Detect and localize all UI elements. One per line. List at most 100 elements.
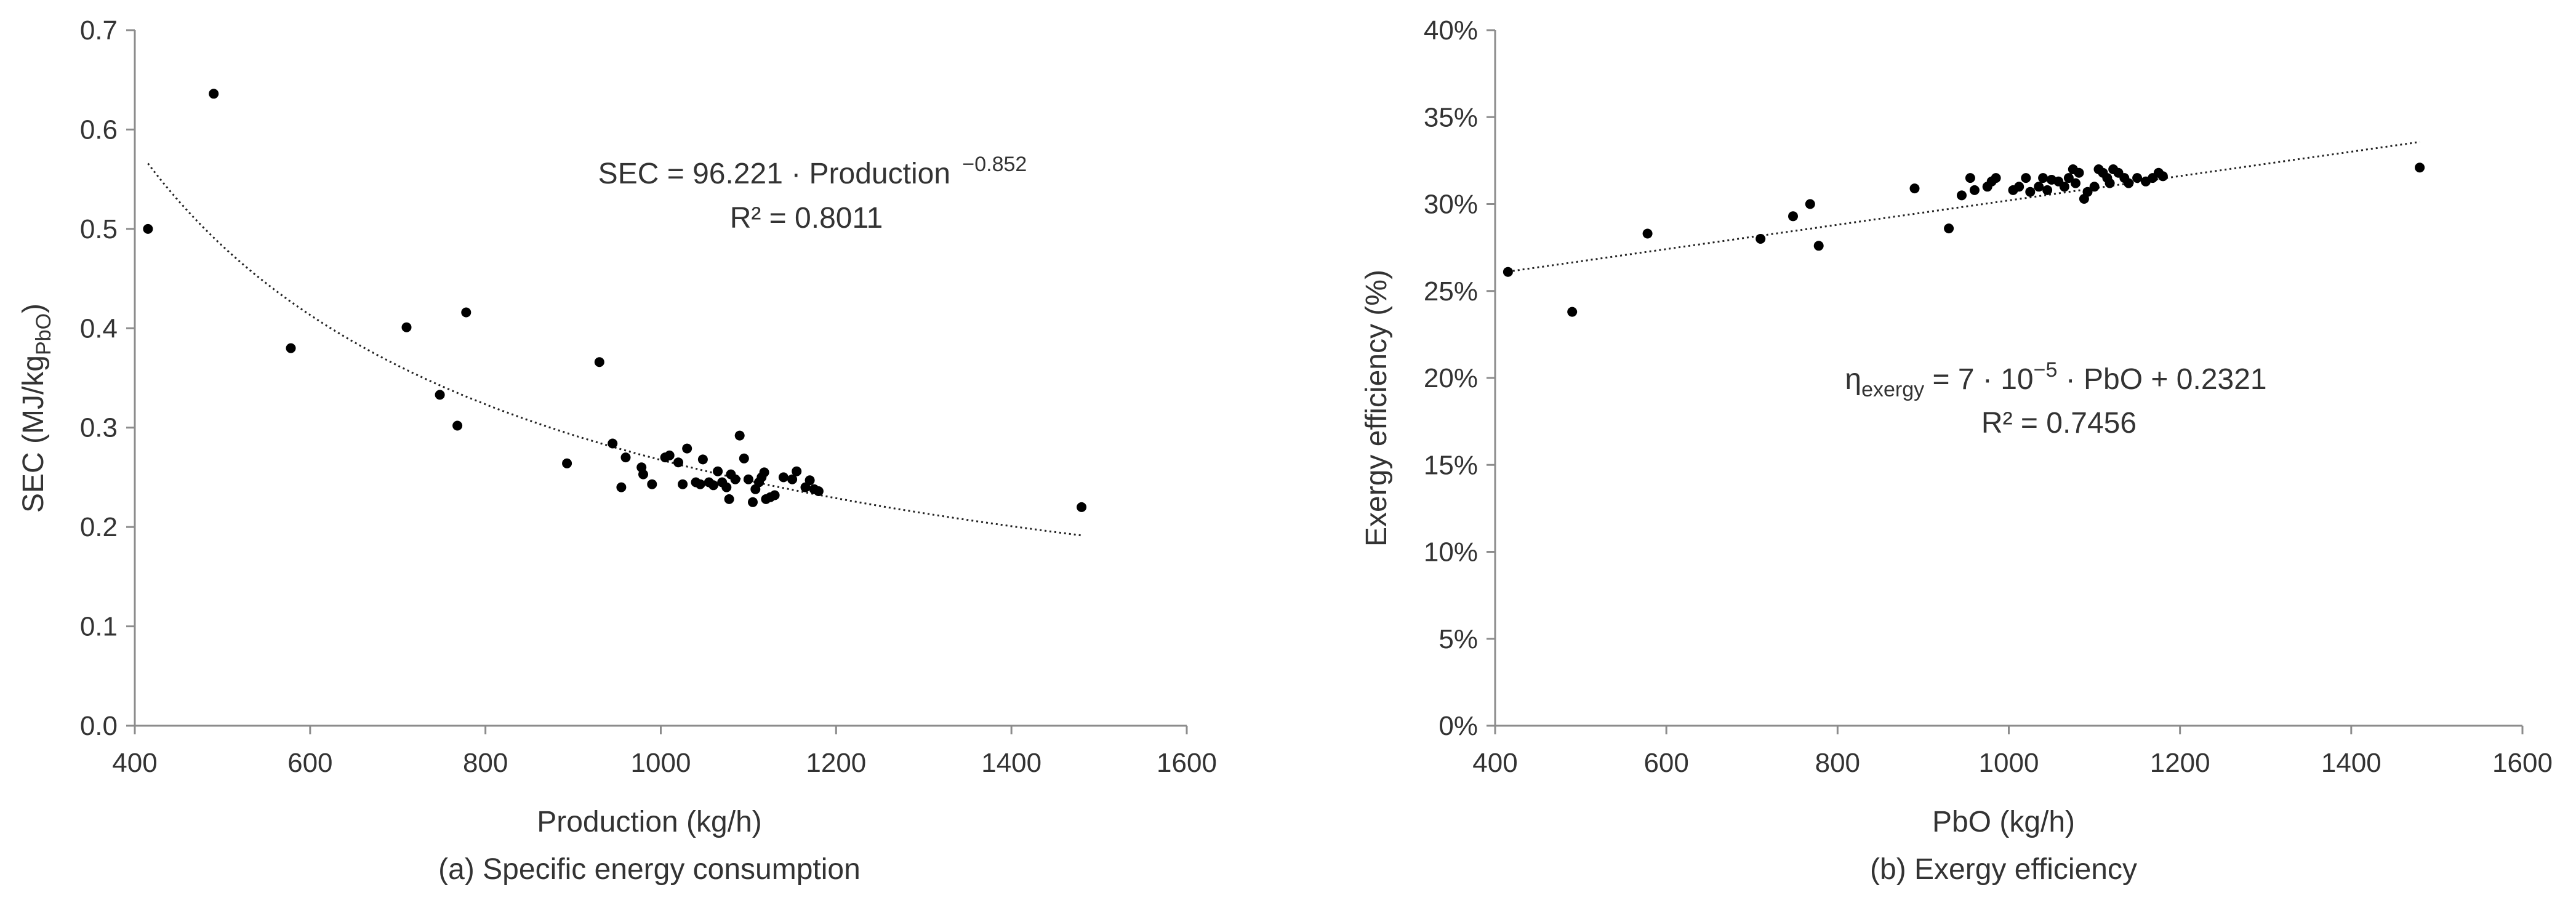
chart-a-y-tick-label: 0.7 [80, 15, 118, 46]
chart-b-data-point [2089, 182, 2100, 192]
chart-a-data-point [143, 223, 153, 234]
chart-b-data-point [2105, 178, 2115, 188]
chart-a-data-point [778, 472, 788, 483]
chart-b: 400 600 800 1000 1200 1400 1600 0% 5% 10% 15% 20% 2… [1360, 15, 2553, 886]
chart-a-data-point [401, 322, 412, 332]
chart-a-data-point [769, 490, 780, 500]
chart-b-x-tick-label: 1400 [2321, 748, 2381, 778]
chart-b-data-point [2132, 173, 2143, 183]
chart-a-data-point [792, 466, 802, 476]
chart-b-data-point [2021, 173, 2031, 183]
chart-a-data-point [620, 452, 631, 463]
chart-a-data-point [743, 474, 753, 484]
chart-a-x-ticks: 400 600 800 1000 1200 1400 1600 [112, 726, 1217, 778]
chart-a-x-tick-label: 1400 [981, 748, 1041, 778]
chart-b-data-point [1957, 190, 1967, 201]
chart-a: 400 600 800 1000 1200 1400 1600 0.00.10.20.30.… [17, 15, 1217, 886]
chart-a-data-point [721, 482, 732, 492]
chart-a-data-point [695, 479, 705, 489]
chart-b-data-point [1965, 173, 1975, 183]
chart-b-data-point [1991, 173, 2001, 183]
chart-a-data-point [748, 497, 758, 507]
chart-b-y-ticks: 0% 5% 10% 15% 20% 25% 30% 35% 40% [1424, 15, 1495, 741]
chart-a-y-tick-label: 0.4 [80, 313, 118, 343]
chart-a-equation: SEC = 96.221 · Production −0.852 [598, 153, 1027, 190]
chart-a-data-point [708, 480, 718, 491]
chart-a-y-tick-label: 0.5 [80, 214, 118, 244]
chart-a-x-tick-label: 400 [112, 748, 157, 778]
chart-a-data-point [452, 420, 463, 431]
chart-a-data-point [638, 469, 648, 480]
chart-b-trendline [1507, 141, 2420, 273]
chart-b-data-point [1805, 199, 1815, 209]
chart-b-data-point [1813, 241, 1824, 251]
chart-b-y-axis-title: Exergy efficiency (%) [1360, 270, 1393, 547]
chart-b-r2-label: R² = 0.7456 [1981, 407, 2137, 439]
chart-a-data-point [739, 453, 749, 464]
chart-b-y-tick-label: 15% [1424, 450, 1478, 480]
chart-a-r2-label: R² = 0.8011 [730, 202, 883, 235]
chart-b-data-point [2157, 171, 2168, 182]
chart-b-data-point [2014, 182, 2024, 192]
chart-b-data-point [2042, 185, 2053, 195]
chart-b-data-point [2034, 182, 2044, 192]
chart-a-data-point [734, 430, 745, 441]
chart-b-data-point [2038, 173, 2048, 183]
chart-a-x-tick-label: 1600 [1157, 748, 1217, 778]
chart-a-data-point [682, 443, 692, 454]
chart-b-y-tick-label: 0% [1438, 711, 1478, 741]
chart-a-data-point [286, 343, 296, 353]
chart-b-data-point [2063, 173, 2074, 183]
chart-a-caption: (a) Specific energy consumption [438, 853, 861, 886]
chart-a-data-point [608, 438, 618, 449]
chart-b-x-tick-label: 1000 [1979, 748, 2039, 778]
chart-b-data-point [1642, 228, 1653, 239]
chart-b-trendline-path [1507, 141, 2420, 273]
chart-a-y-tick-label: 0.0 [80, 711, 118, 741]
chart-b-y-tick-label: 10% [1424, 537, 1478, 568]
chart-b-x-axis-title: PbO (kg/h) [1932, 806, 2075, 838]
chart-b-data-point [2071, 178, 2080, 188]
chart-a-y-axis-title: SEC (MJ/kgPbO) [17, 303, 55, 513]
chart-b-y-tick-label: 40% [1424, 15, 1478, 46]
chart-b-x-tick-label: 1600 [2492, 748, 2553, 778]
chart-a-y-tick-label: 0.6 [80, 114, 118, 145]
chart-b-y-tick-label: 30% [1424, 190, 1478, 220]
chart-a-x-tick-label: 1200 [806, 748, 866, 778]
chart-a-data-point [673, 457, 683, 468]
chart-b-equation: ηexergy = 7 · 10−5 · PbO + 0.2321 [1845, 358, 2266, 401]
chart-a-data-point [759, 467, 769, 478]
chart-a-x-axis-title: Production (kg/h) [537, 806, 762, 838]
chart-a-data-point [664, 450, 675, 460]
chart-a-data-point [787, 474, 798, 484]
chart-b-data-point [1909, 183, 1920, 194]
chart-b-data-point [2059, 182, 2069, 192]
chart-b-data-point [1503, 267, 1513, 277]
chart-b-y-tick-label: 5% [1438, 624, 1478, 654]
chart-b-data-point [2025, 187, 2036, 197]
chart-b-y-tick-label: 25% [1424, 276, 1478, 307]
chart-a-y-tick-label: 0.1 [80, 612, 118, 642]
chart-a-data-point [562, 458, 572, 468]
chart-a-data-point [1077, 502, 1087, 512]
chart-a-data-point [713, 466, 723, 476]
chart-a-x-tick-label: 600 [287, 748, 332, 778]
chart-b-data-point [1755, 234, 1766, 244]
chart-b-y-tick-label: 20% [1424, 363, 1478, 393]
chart-b-x-tick-label: 1200 [2150, 748, 2210, 778]
chart-b-data-point [2082, 187, 2093, 197]
chart-a-points [143, 89, 1087, 512]
chart-b-data-point [2124, 178, 2134, 188]
chart-a-data-point [730, 474, 740, 484]
chart-b-caption: (b) Exergy efficiency [1870, 853, 2137, 886]
chart-b-x-tick-label: 600 [1643, 748, 1688, 778]
chart-b-y-tick-label: 35% [1424, 102, 1478, 132]
chart-a-data-point [697, 454, 708, 465]
chart-a-data-point [647, 479, 657, 489]
chart-a-x-tick-label: 1000 [631, 748, 691, 778]
chart-b-data-point [1944, 223, 1954, 234]
chart-b-x-tick-label: 800 [1815, 748, 1860, 778]
chart-a-data-point [461, 307, 471, 318]
chart-a-data-point [209, 89, 219, 99]
chart-b-x-ticks: 400 600 800 1000 1200 1400 1600 [1472, 726, 2553, 778]
